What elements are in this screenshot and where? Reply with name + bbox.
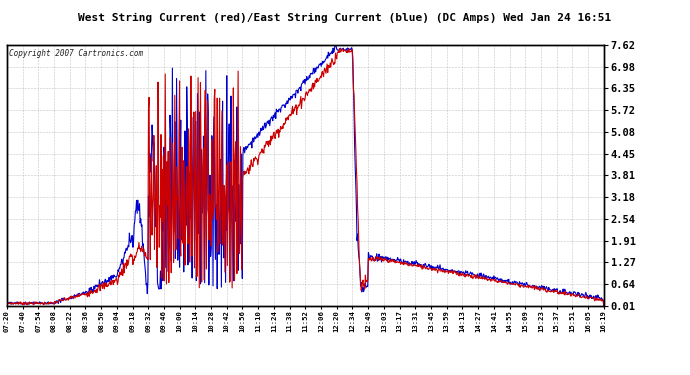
Text: West String Current (red)/East String Current (blue) (DC Amps) Wed Jan 24 16:51: West String Current (red)/East String Cu…: [79, 13, 611, 23]
Text: Copyright 2007 Cartronics.com: Copyright 2007 Cartronics.com: [9, 49, 143, 58]
